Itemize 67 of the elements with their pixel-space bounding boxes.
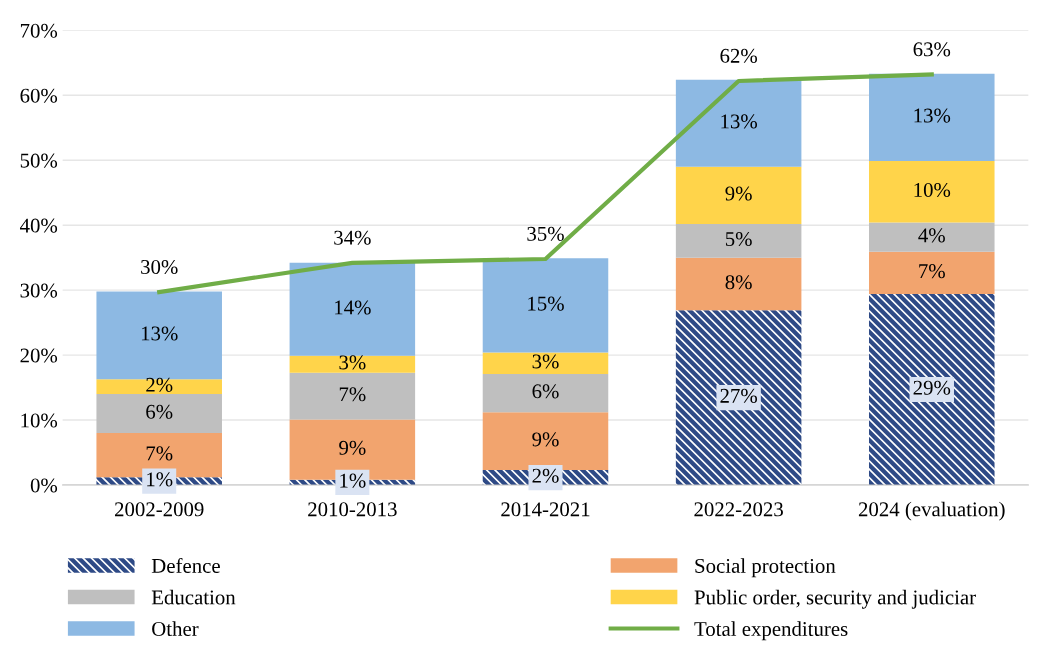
data-label: 14% xyxy=(335,300,371,315)
legend-label: Defence xyxy=(151,558,220,573)
y-tick-label: 20% xyxy=(20,348,58,363)
bar xyxy=(289,372,416,420)
data-label: 3% xyxy=(532,354,559,369)
bar xyxy=(482,258,609,353)
data-label: 30% xyxy=(141,259,178,275)
data-label: 13% xyxy=(721,114,758,129)
bar xyxy=(869,160,995,223)
data-label: 7% xyxy=(339,387,366,402)
data-label: 27% xyxy=(720,388,758,403)
data-label: 62% xyxy=(720,48,758,63)
y-tick-label: 30% xyxy=(20,283,58,298)
y-tick-label: 0% xyxy=(30,478,58,493)
data-label: 7% xyxy=(919,264,945,279)
data-label: 7% xyxy=(146,446,173,461)
data-label: 2% xyxy=(146,377,173,392)
x-tick-label: 2010-2013 xyxy=(308,502,397,517)
bar xyxy=(675,223,802,258)
y-tick-label: 50% xyxy=(20,153,58,168)
data-label: 34% xyxy=(334,230,371,245)
data-label: 9% xyxy=(339,440,366,455)
data-label: 5% xyxy=(725,231,752,247)
y-tick-label: 10% xyxy=(21,413,58,428)
bar xyxy=(675,257,802,311)
data-label: 15% xyxy=(528,296,564,311)
data-label: 2% xyxy=(532,468,559,483)
data-label: 35% xyxy=(527,226,564,241)
data-label: 13% xyxy=(914,108,951,123)
data-label: 3% xyxy=(339,355,366,370)
data-label: 6% xyxy=(146,404,173,419)
data-label: 63% xyxy=(913,42,951,57)
legend-label: Education xyxy=(151,589,236,605)
data-label: 6% xyxy=(532,384,559,399)
legend-label: Total expenditures xyxy=(694,621,848,641)
legend-label: Other xyxy=(152,621,199,636)
bar xyxy=(289,355,416,373)
data-label: 4% xyxy=(918,228,945,243)
bar xyxy=(675,166,802,224)
legend-label: Social protection xyxy=(695,558,836,578)
bar xyxy=(869,73,995,161)
bar xyxy=(96,379,222,395)
data-label: 1% xyxy=(340,473,366,488)
data-label: 9% xyxy=(725,186,752,201)
bar xyxy=(869,294,995,486)
bar xyxy=(675,79,802,167)
data-label: 13% xyxy=(141,326,178,341)
bar xyxy=(96,394,222,434)
y-tick-label: 60% xyxy=(20,88,58,103)
bar xyxy=(289,262,416,356)
y-tick-label: 40% xyxy=(20,218,58,233)
bar xyxy=(869,222,995,252)
data-label: 1% xyxy=(147,472,173,487)
data-label: 10% xyxy=(914,182,951,198)
x-tick-label: 2002-2009 xyxy=(114,502,204,517)
data-label: 8% xyxy=(725,275,752,290)
bar xyxy=(675,310,802,486)
x-tick-label: 2014-2021 xyxy=(501,502,590,517)
bar xyxy=(482,373,609,413)
bar xyxy=(869,251,995,295)
data-label: 9% xyxy=(532,432,559,447)
y-tick-label: 70% xyxy=(20,23,58,38)
x-tick-label: 2024 (evaluation) xyxy=(858,501,1005,521)
x-tick-label: 2022-2023 xyxy=(694,502,783,517)
bar xyxy=(482,352,609,374)
legend-label: Public order, security and judiciar xyxy=(694,589,976,609)
data-label: 29% xyxy=(913,380,951,395)
